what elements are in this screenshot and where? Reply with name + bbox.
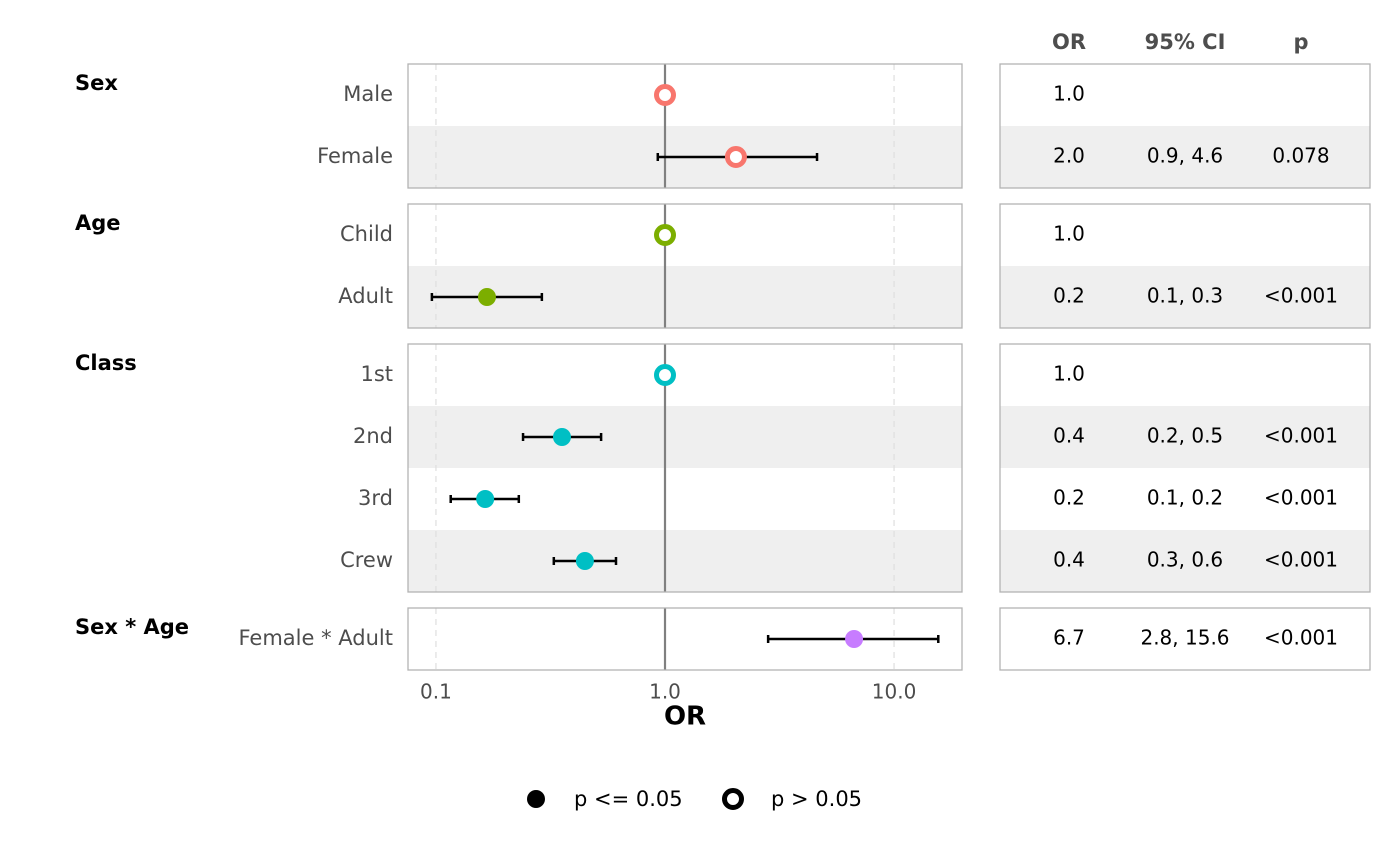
term-label: Female	[317, 144, 393, 168]
table-cell: 0.2, 0.5	[1147, 424, 1223, 448]
table-panel	[999, 343, 1371, 593]
table-cell: 0.4	[1053, 424, 1085, 448]
point	[552, 428, 571, 446]
table-cell: <0.001	[1264, 424, 1338, 448]
table-panel	[999, 203, 1371, 329]
legend-marker	[722, 788, 744, 810]
table-cell: 0.1, 0.3	[1147, 284, 1223, 308]
term-label: 2nd	[353, 424, 393, 448]
table-cell: <0.001	[1264, 486, 1338, 510]
point	[724, 146, 747, 168]
legend-label: p <= 0.05	[574, 787, 683, 811]
table-cell: <0.001	[1264, 626, 1338, 650]
x-tick-label: 0.1	[420, 680, 452, 704]
term-label: Female * Adult	[239, 626, 394, 650]
legend-label: p > 0.05	[771, 787, 862, 811]
point	[654, 224, 677, 246]
row-shade	[408, 406, 962, 468]
table-panel	[999, 63, 1371, 189]
row-shade	[1000, 266, 1370, 328]
table-cell: <0.001	[1264, 548, 1338, 572]
term-label: Male	[343, 82, 393, 106]
group-label: Age	[75, 211, 121, 235]
term-label: 1st	[360, 362, 393, 386]
term-label: Adult	[338, 284, 393, 308]
table-cell: 6.7	[1053, 626, 1085, 650]
row-shade	[1000, 126, 1370, 188]
table-cell: 2.0	[1053, 144, 1085, 168]
table-header: p	[1293, 30, 1308, 54]
table-cell: 0.2	[1053, 486, 1085, 510]
plot-panel	[407, 343, 963, 593]
row-shade	[1000, 406, 1370, 468]
point	[477, 288, 496, 306]
row-shade	[1000, 530, 1370, 592]
table-cell: 1.0	[1053, 222, 1085, 246]
table-cell: <0.001	[1264, 284, 1338, 308]
table-panel	[999, 607, 1371, 671]
table-cell: 0.3, 0.6	[1147, 548, 1223, 572]
x-tick-label: 10.0	[872, 680, 917, 704]
point	[845, 630, 864, 648]
group-label: Sex	[75, 71, 118, 95]
point	[575, 552, 594, 570]
plot-panel	[407, 63, 963, 189]
point	[654, 364, 677, 386]
table-cell: 1.0	[1053, 362, 1085, 386]
table-header: OR	[1052, 30, 1086, 54]
table-cell: 0.078	[1272, 144, 1329, 168]
x-tick-label: 1.0	[649, 680, 681, 704]
group-label: Class	[75, 351, 137, 375]
term-label: Crew	[340, 548, 393, 572]
table-header: 95% CI	[1145, 30, 1226, 54]
term-label: Child	[340, 222, 393, 246]
row-shade	[408, 530, 962, 592]
point	[654, 84, 677, 106]
table-cell: 2.8, 15.6	[1140, 626, 1229, 650]
table-cell: 0.4	[1053, 548, 1085, 572]
table-cell: 1.0	[1053, 82, 1085, 106]
term-label: 3rd	[358, 486, 393, 510]
table-cell: 0.9, 4.6	[1147, 144, 1223, 168]
plot-panel	[407, 203, 963, 329]
point	[476, 490, 495, 508]
legend-marker	[527, 790, 545, 808]
plot-panel	[407, 607, 963, 671]
table-cell: 0.2	[1053, 284, 1085, 308]
x-axis-title: OR	[664, 702, 706, 732]
table-cell: 0.1, 0.2	[1147, 486, 1223, 510]
group-label: Sex * Age	[75, 615, 189, 639]
